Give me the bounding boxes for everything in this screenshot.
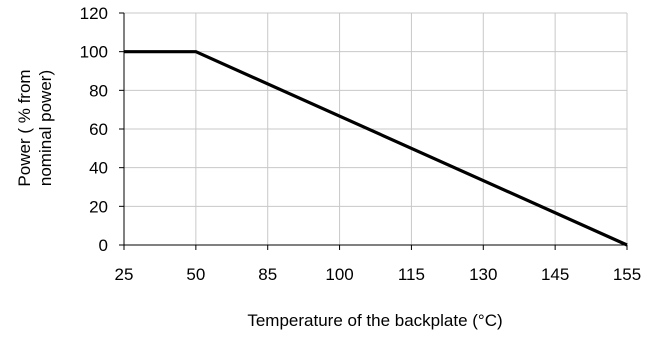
x-axis-title: Temperature of the backplate (°C) (247, 311, 502, 330)
y-axis-title-line-1: Power ( % from (15, 69, 34, 186)
x-tick-label-155: 155 (613, 265, 641, 284)
y-tick-label-60: 60 (89, 120, 108, 139)
x-tick-label-25: 25 (115, 265, 134, 284)
grid-layer (124, 12, 628, 245)
y-tick-label-120: 120 (80, 4, 108, 23)
y-tick-label-20: 20 (89, 197, 108, 216)
y-tick-label-80: 80 (89, 81, 108, 100)
y-axis-title-line-2: nominal power) (36, 70, 55, 186)
x-tick-label-115: 115 (398, 265, 425, 284)
y-axis-title: Power ( % from nominal power) (15, 69, 55, 186)
x-tick-label-130: 130 (469, 265, 497, 284)
y-tick-label-100: 100 (80, 43, 108, 62)
y-tick-label-40: 40 (89, 159, 108, 178)
tick-labels-layer: 0 20 40 60 80 100 120 25 50 85 100 115 130 145 155 (80, 4, 642, 284)
series-line-0 (124, 50, 628, 247)
x-tick-label-100: 100 (325, 265, 353, 284)
y-tick-label-0: 0 (99, 236, 108, 255)
x-tick-label-50: 50 (186, 265, 205, 284)
x-tick-label-145: 145 (541, 265, 569, 284)
x-tick-label-85: 85 (258, 265, 277, 284)
series-layer (124, 50, 628, 247)
